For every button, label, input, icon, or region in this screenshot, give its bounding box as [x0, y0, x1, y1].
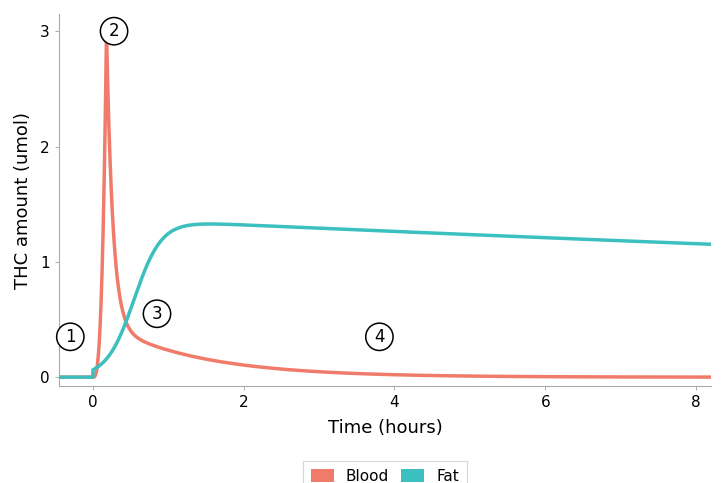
- Legend: Blood, Fat: Blood, Fat: [303, 461, 467, 483]
- Text: 3: 3: [152, 305, 162, 323]
- X-axis label: Time (hours): Time (hours): [328, 419, 442, 437]
- Text: 1: 1: [65, 328, 75, 346]
- Y-axis label: THC amount (umol): THC amount (umol): [14, 112, 32, 289]
- Text: 2: 2: [109, 22, 120, 40]
- Text: 4: 4: [374, 328, 385, 346]
